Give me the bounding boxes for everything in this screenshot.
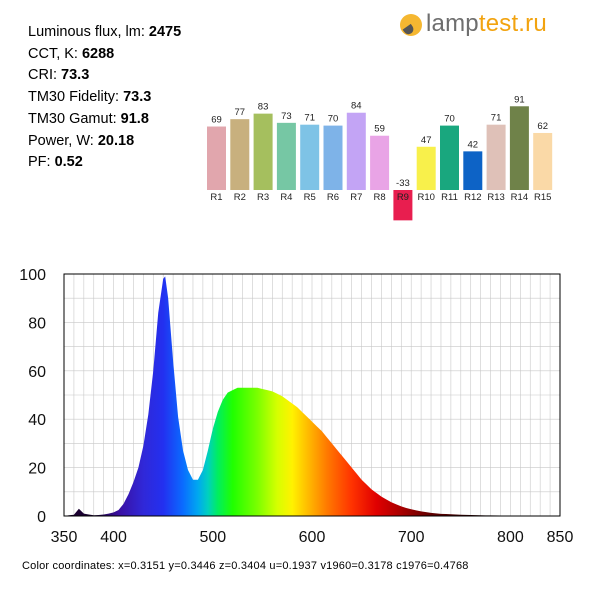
cri-category-label: R12 xyxy=(464,192,481,203)
param-value: 73.3 xyxy=(61,67,90,84)
cri-value-label: 84 xyxy=(351,101,362,112)
tm30-fidelity-row: TM30 Fidelity: 73.3 xyxy=(28,87,181,109)
y-tick-label: 20 xyxy=(28,461,46,478)
cri-category-label: R11 xyxy=(441,192,458,203)
cri-value-label: 71 xyxy=(491,113,502,124)
cri-category-label: R4 xyxy=(280,192,292,203)
cri-value-label: 73 xyxy=(281,111,292,122)
cri-value-label: 77 xyxy=(235,107,246,118)
x-tick-label: 700 xyxy=(398,529,425,546)
cct-row: CCT, K: 6288 xyxy=(28,44,181,66)
param-value: 6288 xyxy=(81,45,115,62)
lamp-parameters: Luminous flux, lm: 2475 CCT, K: 6288 CRI… xyxy=(28,22,181,174)
cri-value-label: 42 xyxy=(468,139,479,150)
cri-bar-r12 xyxy=(463,151,483,190)
x-tick-label: 500 xyxy=(199,529,226,546)
cri-category-label: R8 xyxy=(374,192,386,203)
param-label: Luminous flux, lm: xyxy=(28,24,149,40)
x-tick-label: 850 xyxy=(547,529,574,546)
y-tick-label: 80 xyxy=(28,315,46,332)
y-tick-label: 60 xyxy=(28,364,46,381)
cri-bar-r3 xyxy=(253,113,273,190)
power-factor-row: PF: 0.52 xyxy=(28,152,181,174)
cri-category-label: R15 xyxy=(534,192,551,203)
x-tick-label: 350 xyxy=(51,529,78,546)
cri-bar-r13 xyxy=(486,124,506,190)
cri-bar-r1 xyxy=(207,126,226,190)
cri-value-label: -33 xyxy=(396,178,410,189)
cri-category-label: R3 xyxy=(257,192,269,203)
color-coordinates: Color coordinates: x=0.3151 y=0.3446 z=0… xyxy=(22,560,469,572)
cri-bar-r5 xyxy=(300,124,320,190)
cri-category-label: R5 xyxy=(304,192,316,203)
cri-value-label: 91 xyxy=(514,94,525,105)
cri-value-label: 47 xyxy=(421,135,432,146)
y-tick-label: 100 xyxy=(19,267,46,284)
param-label: CCT, K: xyxy=(28,45,82,62)
param-value: 0.52 xyxy=(54,154,83,171)
spectrum-chart: 0 20 40 60 80 100 350 400 500 600 700 800 850 xyxy=(19,267,574,546)
cri-value-label: 83 xyxy=(258,102,269,113)
y-tick-label: 40 xyxy=(28,412,46,429)
cri-bar-r9 xyxy=(393,190,413,221)
cri-value-label: 62 xyxy=(537,121,548,132)
cri-bar-r2 xyxy=(230,119,250,190)
cri-bar-r8 xyxy=(370,135,390,190)
cri-category-label: R14 xyxy=(511,192,528,203)
logo-text-part2: test.ru xyxy=(478,10,547,37)
param-label: PF: xyxy=(28,154,55,171)
y-tick-label: 0 xyxy=(37,509,46,526)
cri-bar-r4 xyxy=(276,122,296,190)
cri-value-label: 69 xyxy=(211,115,222,126)
cri-category-label: R2 xyxy=(234,192,246,203)
param-value: 2475 xyxy=(148,24,182,40)
cri-bar-chart: 69 R1 77 R2 83 R3 73 R4 71 R5 70 R6 84 R7 59 R8 -33 R9 47 R… xyxy=(207,94,553,221)
param-label: TM30 Fidelity: xyxy=(28,89,124,106)
cri-value-label: 70 xyxy=(328,114,339,125)
cri-value-label: 70 xyxy=(444,114,455,125)
cri-category-label: R13 xyxy=(487,192,504,203)
param-value: 73.3 xyxy=(123,89,152,106)
cri-category-label: R10 xyxy=(417,192,434,203)
cri-bar-r11 xyxy=(440,125,459,190)
cri-bar-r14 xyxy=(509,106,529,190)
param-value: 20.18 xyxy=(97,132,135,149)
plot-frame xyxy=(63,273,561,517)
cri-bar-r7 xyxy=(346,112,366,190)
cri-category-label: R6 xyxy=(327,192,339,203)
spectrum-area xyxy=(64,276,560,516)
cri-category-label: R1 xyxy=(210,192,222,203)
param-label: Power, W: xyxy=(28,132,98,149)
logo-text: lamptest.ru xyxy=(426,10,547,38)
cri-row: CRI: 73.3 xyxy=(28,65,181,87)
cri-value-label: 71 xyxy=(304,113,315,124)
cri-category-label: R7 xyxy=(350,192,362,203)
x-tick-label: 600 xyxy=(299,529,326,546)
cri-bar-r6 xyxy=(323,125,343,190)
x-tick-label: 800 xyxy=(497,529,524,546)
lightbulb-icon xyxy=(400,14,422,36)
logo-text-part1: lamp xyxy=(426,10,479,37)
param-label: CRI: xyxy=(28,67,62,84)
cri-bar-r10 xyxy=(416,146,436,190)
power-row: Power, W: 20.18 xyxy=(28,131,181,153)
param-value: 91.8 xyxy=(120,110,149,127)
x-tick-label: 400 xyxy=(100,529,127,546)
cri-bar-r15 xyxy=(533,132,553,190)
tm30-gamut-row: TM30 Gamut: 91.8 xyxy=(28,109,181,131)
luminous-flux-row: Luminous flux, lm: 2475 xyxy=(28,22,181,44)
param-label: TM30 Gamut: xyxy=(28,110,121,127)
cri-value-label: 59 xyxy=(374,124,385,135)
cri-category-label: R9 xyxy=(397,192,409,203)
